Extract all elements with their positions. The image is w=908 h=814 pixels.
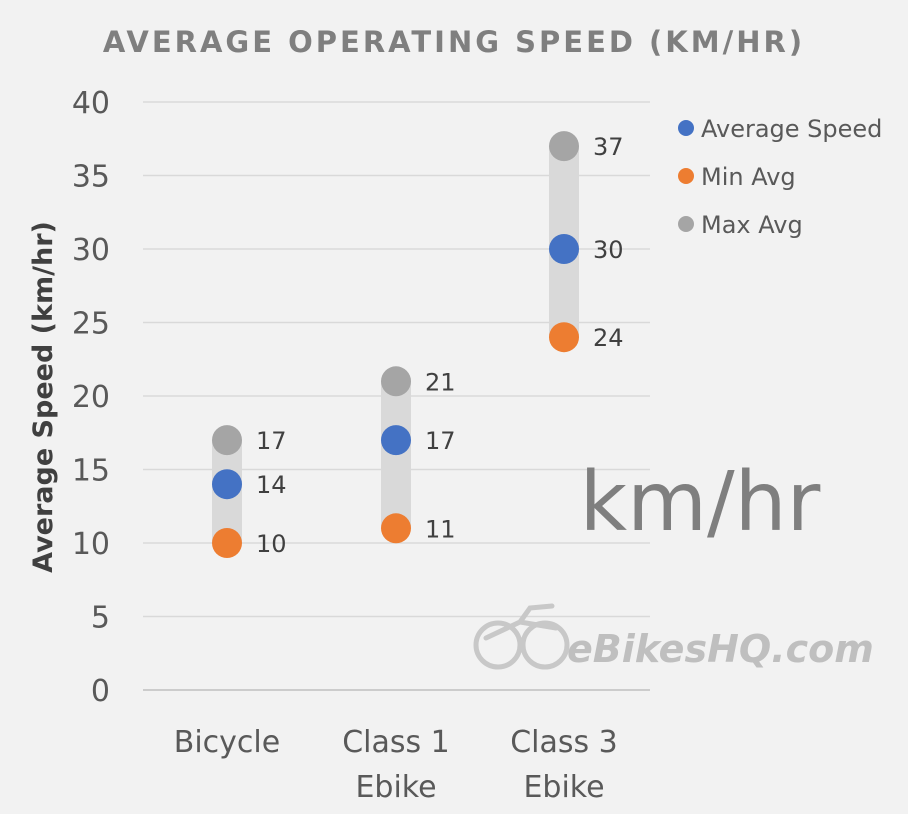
point-average-speed (381, 425, 411, 456)
point-average-speed (212, 469, 242, 500)
y-tick-label: 5 (91, 601, 110, 636)
y-tick-label: 35 (72, 160, 110, 195)
y-tick-labels: 0 5 10 15 20 25 30 35 40 (72, 86, 110, 709)
data-points (212, 131, 579, 558)
legend-label: Min Avg (701, 163, 796, 191)
data-label: 14 (256, 471, 287, 499)
x-tick-label: Class 1 (342, 725, 450, 760)
data-label: 17 (425, 427, 456, 455)
point-min-avg (381, 513, 411, 544)
data-label: 30 (593, 236, 624, 264)
unit-overlay-text: km/hr (580, 455, 821, 550)
y-tick-label: 0 (91, 674, 110, 709)
x-tick-label: Bicycle (174, 725, 280, 760)
point-average-speed (549, 234, 579, 264)
data-label: 37 (593, 133, 624, 161)
watermark: eBikesHQ.com (473, 603, 874, 671)
point-max-avg (381, 366, 411, 397)
data-label: 10 (256, 530, 287, 558)
watermark-text: eBikesHQ.com (567, 627, 874, 671)
x-tick-label: Ebike (523, 770, 604, 805)
x-tick-label: Class 3 (510, 725, 618, 760)
point-min-avg (549, 322, 579, 353)
y-tick-label: 40 (72, 86, 110, 121)
legend: Average Speed Min Avg Max Avg (678, 115, 882, 239)
y-tick-label: 25 (72, 307, 110, 342)
data-label: 21 (425, 368, 456, 396)
y-axis-label: Average Speed (km/hr) (28, 221, 59, 573)
legend-label: Average Speed (701, 115, 882, 143)
data-label: 24 (593, 324, 624, 352)
point-max-avg (212, 425, 242, 456)
x-tick-labels: Bicycle Class 1 Ebike Class 3 Ebike (174, 725, 618, 805)
data-labels: 17 21 37 10 11 24 14 17 30 (256, 133, 624, 558)
data-label: 11 (425, 515, 456, 543)
point-min-avg (212, 528, 242, 558)
y-tick-label: 10 (72, 527, 110, 562)
x-tick-label: Ebike (355, 770, 436, 805)
data-label: 17 (256, 427, 287, 455)
y-tick-label: 20 (72, 380, 110, 415)
legend-marker-max-avg (678, 216, 694, 232)
chart-title: AVERAGE OPERATING SPEED (KM/HR) (103, 25, 805, 59)
y-tick-label: 30 (72, 233, 110, 268)
y-tick-label: 15 (72, 454, 110, 489)
legend-marker-average-speed (678, 120, 694, 136)
point-max-avg (549, 131, 579, 162)
legend-label: Max Avg (701, 211, 803, 239)
motorbike-icon (473, 603, 570, 670)
legend-marker-min-avg (678, 168, 694, 184)
